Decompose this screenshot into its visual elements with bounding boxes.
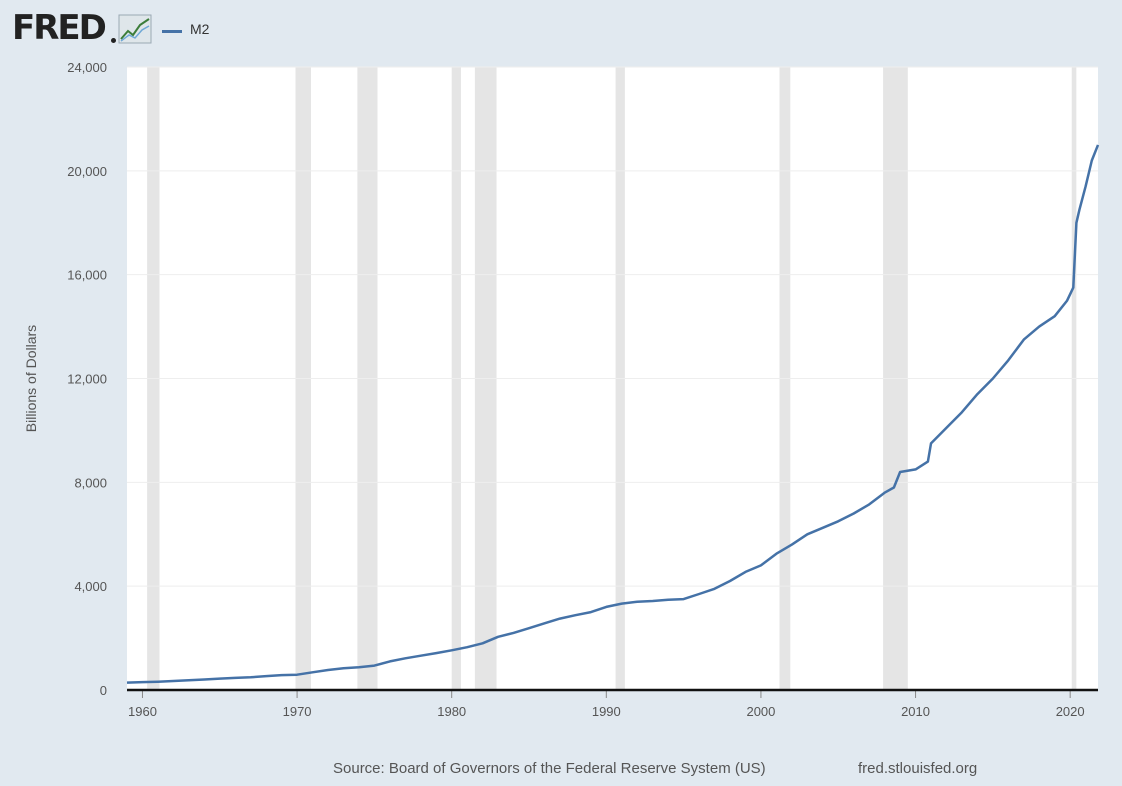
x-tick-label: 1970	[283, 704, 312, 719]
x-tick-label: 2020	[1056, 704, 1085, 719]
x-tick-label: 1980	[437, 704, 466, 719]
site-url[interactable]: fred.stlouisfed.org	[858, 760, 978, 777]
fred-logo[interactable]: FRED	[12, 8, 107, 48]
y-tick-label: 12,000	[67, 372, 107, 387]
header: FRED M2	[0, 0, 1122, 64]
source-note: Source: Board of Governors of the Federa…	[333, 760, 766, 777]
y-tick-label: 24,000	[67, 60, 107, 75]
y-axis-label: Billions of Dollars	[23, 325, 39, 432]
y-tick-label: 20,000	[67, 164, 107, 179]
series-line-m2	[126, 144, 1100, 684]
y-tick-label: 8,000	[74, 475, 107, 490]
logo-registered-dot	[111, 38, 116, 43]
legend-swatch-m2	[162, 30, 182, 33]
y-tick-label: 4,000	[74, 579, 107, 594]
trend-chart-icon	[118, 14, 152, 44]
x-tick-label: 1960	[128, 704, 157, 719]
x-tick-label: 2010	[901, 704, 930, 719]
y-tick-label: 16,000	[67, 268, 107, 283]
x-tick-label: 1990	[592, 704, 621, 719]
y-tick-label: 0	[100, 683, 107, 698]
legend-label-m2: M2	[190, 21, 210, 37]
x-tick-label: 2000	[746, 704, 775, 719]
